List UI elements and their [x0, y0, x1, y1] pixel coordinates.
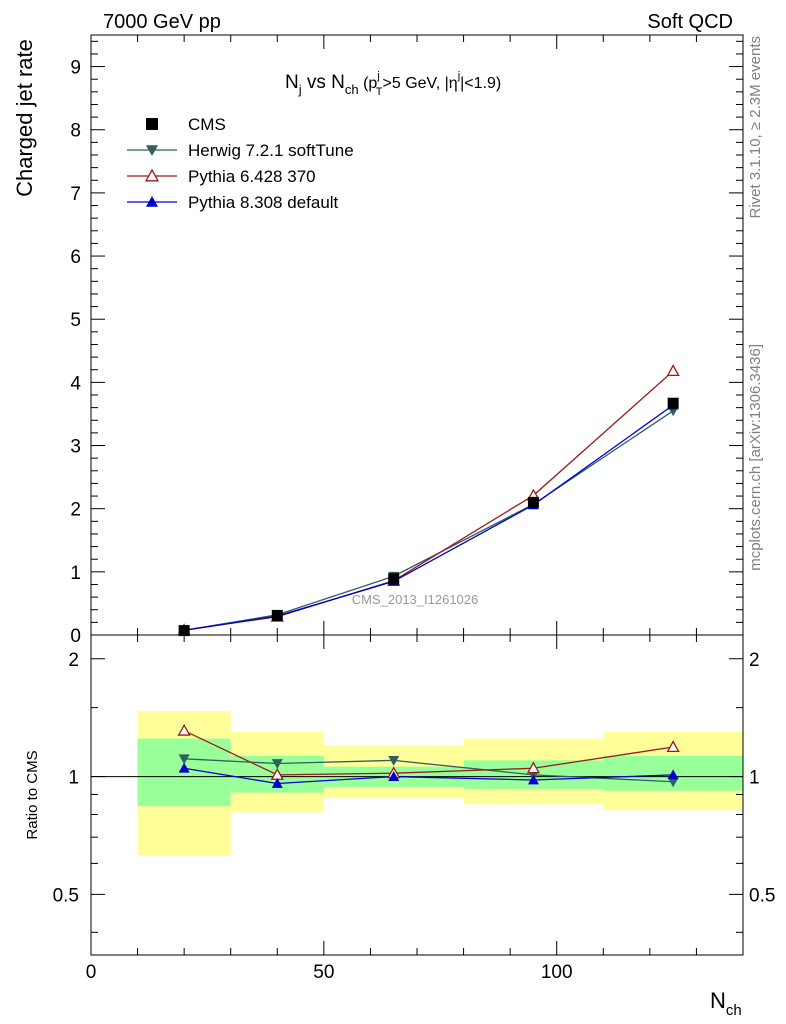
- legend-marker: [146, 145, 158, 156]
- main-y-tick-label: 3: [70, 437, 81, 458]
- data-point: [271, 609, 283, 621]
- ratio-y-tick-label-right: 0.5: [749, 885, 775, 906]
- ratio-y-tick-label: 0.5: [53, 885, 79, 906]
- side-label-rivet: Rivet 3.1.10, ≥ 2.3M events: [747, 36, 764, 219]
- plot-title: Nj vs Nch (pj T>5 GeV, |ηj|<1.9): [285, 70, 501, 98]
- ratio-y-tick-label-right: 1: [749, 768, 760, 789]
- x-axis-label: Nch: [710, 988, 742, 1019]
- main-y-tick-label: 6: [70, 247, 81, 268]
- main-y-tick-label: 0: [70, 626, 81, 647]
- ratio-point: [526, 761, 541, 774]
- legend-label: Pythia 6.428 370: [188, 167, 316, 186]
- legend-marker: [146, 196, 158, 207]
- ratio-point: [388, 755, 400, 766]
- ratio-y-tick-label-right: 2: [749, 650, 760, 671]
- data-point: [388, 573, 400, 585]
- ratio-plot-panel: 0.5 0.5 1 1 2 2: [53, 634, 775, 956]
- data-point: [527, 496, 539, 508]
- main-y-tick-label: 8: [70, 121, 81, 142]
- x-tick-label: 100: [541, 962, 573, 983]
- ratio-point: [271, 778, 283, 788]
- legend-label: Herwig 7.2.1 softTune: [188, 141, 354, 160]
- x-axis: 0 50 100: [86, 35, 744, 983]
- ratio-y-tick-label: 1: [68, 768, 79, 789]
- main-y-tick-label: 5: [70, 310, 81, 331]
- ratio-point: [527, 774, 539, 785]
- main-y-tick-label: 9: [70, 58, 81, 79]
- ratio-point: [667, 769, 679, 780]
- ratio-point: [177, 723, 191, 736]
- legend: CMS Herwig 7.2.1 softTune Pythia 6.428 370…: [127, 115, 354, 212]
- main-y-tick-label: 7: [70, 184, 81, 205]
- ratio-point: [667, 777, 679, 788]
- ratio-y-tick-label: 2: [68, 650, 79, 671]
- ratio-y-axis: 0.5 0.5 1 1 2 2: [53, 650, 775, 933]
- legend-label: Pythia 8.308 default: [188, 193, 339, 212]
- ratio-point: [388, 771, 400, 781]
- ratio-uncertainty-bands: [137, 711, 743, 856]
- ratio-point: [666, 740, 680, 753]
- main-plot-panel: CMS_2013_I1261026 0 1 2 3 4 5 6 7 8 9: [70, 34, 744, 647]
- data-point: [667, 397, 679, 409]
- ratio-point: [271, 759, 283, 769]
- legend-marker: [146, 118, 158, 130]
- data-point: [666, 364, 680, 377]
- y-axis-label: Charged jet rate: [12, 39, 37, 197]
- main-y-tick-label: 1: [70, 563, 81, 584]
- side-label-mcplots: mcplots.cern.ch [arXiv:1306.3436]: [747, 344, 764, 571]
- ratio-y-axis-label: Ratio to CMS: [24, 750, 41, 839]
- x-tick-label: 0: [86, 962, 97, 983]
- legend-label: CMS: [188, 115, 226, 134]
- ratio-point: [178, 754, 190, 765]
- header-left: 7000 GeV pp: [103, 11, 221, 33]
- x-tick-label: 50: [313, 962, 334, 983]
- analysis-watermark: CMS_2013_I1261026: [352, 592, 479, 607]
- main-y-axis: 0 1 2 3 4 5 6 7 8 9: [70, 40, 743, 647]
- ratio-series-group: [177, 723, 680, 788]
- header-right: Soft QCD: [647, 11, 733, 33]
- ratio-point: [178, 762, 190, 773]
- legend-marker: [144, 168, 160, 182]
- main-y-tick-label: 2: [70, 500, 81, 521]
- main-y-tick-label: 4: [70, 373, 81, 394]
